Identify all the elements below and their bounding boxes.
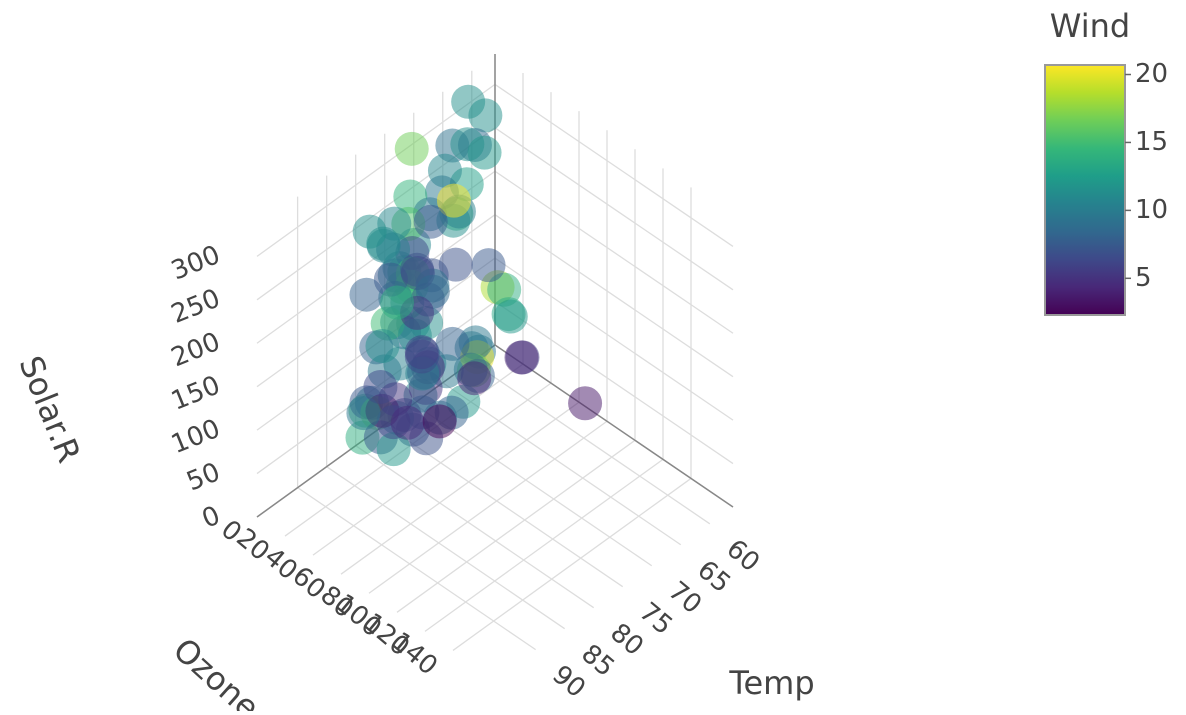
floor-grid-line xyxy=(442,382,682,546)
colorbar-tick-label: 5 xyxy=(1135,263,1152,293)
point xyxy=(394,131,429,166)
floor-grid-line xyxy=(424,458,664,632)
wall-grid-line xyxy=(494,214,734,378)
wall-grid-line xyxy=(494,257,734,421)
wall-grid-line xyxy=(494,83,734,247)
axis-line xyxy=(494,344,734,508)
point xyxy=(471,248,506,283)
point xyxy=(404,335,439,370)
grid-layer xyxy=(256,54,734,651)
wall-grid-line xyxy=(256,83,496,257)
floor-grid-line xyxy=(312,382,552,556)
floor-grid-line xyxy=(396,439,636,613)
point xyxy=(346,396,381,431)
z-tick-label: 200 xyxy=(167,327,224,373)
z-tick-label: 50 xyxy=(183,457,225,497)
floor-grid-line xyxy=(297,487,536,651)
wall-grid-line xyxy=(494,170,734,334)
colorbar xyxy=(1044,64,1126,316)
point xyxy=(457,361,492,396)
point xyxy=(487,272,522,307)
point xyxy=(568,386,603,421)
point xyxy=(422,404,457,439)
point xyxy=(451,84,486,119)
point xyxy=(390,405,425,440)
z-tick-label: 250 xyxy=(167,283,224,329)
z-tick-label: 150 xyxy=(167,370,224,416)
point xyxy=(413,204,448,239)
point xyxy=(349,277,384,312)
point xyxy=(376,432,411,467)
point xyxy=(365,329,400,364)
point xyxy=(435,326,470,361)
point xyxy=(493,299,528,334)
floor-grid-line xyxy=(340,401,580,575)
colorbar-tick-label: 15 xyxy=(1135,127,1168,157)
floor-grid-line xyxy=(471,361,711,525)
points-layer xyxy=(345,84,603,467)
point xyxy=(376,232,411,267)
floor-grid-line xyxy=(326,466,566,630)
floor-grid-line xyxy=(368,420,608,594)
point xyxy=(380,285,415,320)
point xyxy=(436,183,471,218)
labels-layer: 0501001502002503000204060801001201406065… xyxy=(167,240,765,704)
wall-grid-line xyxy=(494,301,734,465)
point xyxy=(352,214,387,249)
floor-grid-line xyxy=(355,445,595,609)
y-axis-title: Temp xyxy=(728,664,814,702)
colorbar-title: Wind xyxy=(1050,7,1130,45)
z-tick-label: 300 xyxy=(167,240,224,286)
point xyxy=(504,340,539,375)
colorbar-tick-label: 10 xyxy=(1135,195,1168,225)
colorbar-tick-label: 20 xyxy=(1135,59,1168,89)
z-axis-title: Solar.R xyxy=(11,351,88,468)
floor-grid-line xyxy=(452,477,692,651)
x-axis-title: Ozone xyxy=(166,630,267,711)
wall-grid-line xyxy=(494,127,734,291)
point xyxy=(450,127,485,162)
point xyxy=(363,369,398,404)
z-tick-label: 100 xyxy=(167,414,224,460)
